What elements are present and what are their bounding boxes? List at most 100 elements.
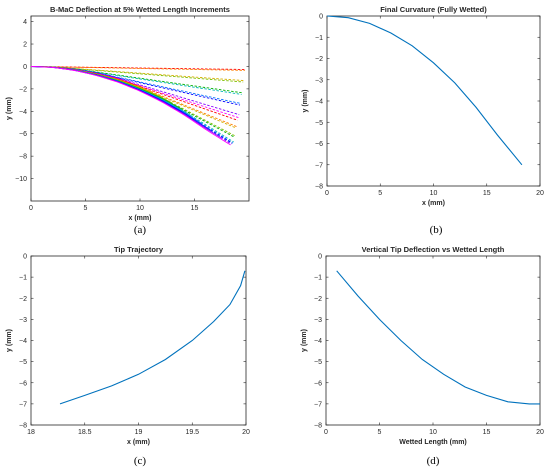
deflection-curve-free (50, 66, 245, 71)
y-tick-label: −7 (19, 401, 27, 408)
y-tick-label: −4 (314, 338, 322, 345)
x-tick-label: 5 (378, 429, 382, 436)
data-line (59, 270, 246, 405)
y-tick-label: −6 (315, 141, 323, 148)
y-tick-label: −8 (314, 423, 322, 430)
deflection-curve-free (180, 108, 235, 138)
deflection-curve-free (90, 71, 242, 95)
x-tick-label: 10 (430, 190, 438, 197)
y-tick-label: −2 (314, 296, 322, 303)
y-tick-label: −5 (19, 359, 27, 366)
deflection-curve-free (70, 67, 244, 83)
plot-frame (30, 15, 250, 202)
x-axis-label: x (mm) (129, 215, 152, 222)
x-axis-label: x (mm) (127, 439, 150, 446)
y-axis-label: y (mm) (301, 329, 308, 352)
chart-title: Final Curvature (Fully Wetted) (380, 5, 487, 14)
deflection-curve-free (100, 73, 241, 104)
x-tick-label: 10 (429, 429, 437, 436)
chart-title: Tip Trajectory (114, 245, 164, 254)
deflection-curve-free (120, 78, 240, 116)
y-tick-label: −4 (19, 338, 27, 345)
plot-frame (30, 255, 247, 426)
x-tick-label: 20 (242, 429, 250, 436)
y-tick-label: −1 (315, 35, 323, 42)
chart-panel-4: Vertical Tip Deflection vs Wetted Length… (301, 245, 544, 446)
y-tick-label: 0 (23, 254, 27, 261)
y-tick-label: −6 (19, 380, 27, 387)
y-tick-label: −10 (15, 176, 27, 183)
panel-label: (c) (134, 455, 147, 467)
deflection-curve-free (210, 129, 233, 144)
x-tick-label: 15 (483, 429, 491, 436)
x-tick-label: 10 (136, 205, 144, 212)
chart-panel-1: B-MaC Deflection at 5% Wetted Length Inc… (6, 5, 250, 222)
y-axis-label: y (mm) (302, 90, 309, 113)
y-tick-label: −2 (315, 56, 323, 63)
panel-label: (b) (430, 224, 443, 236)
y-tick-label: −2 (19, 296, 27, 303)
x-tick-label: 5 (84, 205, 88, 212)
deflection-curve-free (200, 122, 234, 144)
y-tick-label: 0 (319, 14, 323, 21)
plot-frame (325, 255, 541, 426)
y-tick-label: 0 (23, 64, 27, 71)
y-tick-label: 0 (318, 254, 322, 261)
y-tick-label: −7 (314, 401, 322, 408)
x-tick-label: 0 (29, 205, 33, 212)
y-tick-label: −6 (19, 131, 27, 138)
deflection-curve-free (220, 137, 232, 145)
y-tick-label: −8 (19, 154, 27, 161)
y-tick-label: −1 (314, 275, 322, 282)
y-tick-label: −6 (314, 380, 322, 387)
deflection-curve-free (130, 82, 239, 119)
y-tick-label: −3 (19, 317, 27, 324)
deflection-curve-free (140, 86, 238, 121)
x-tick-label: 15 (483, 190, 491, 197)
x-tick-label: 18 (27, 429, 35, 436)
x-axis-label: x (mm) (422, 200, 445, 207)
deflection-curve-free (110, 75, 241, 106)
x-tick-label: 0 (324, 429, 328, 436)
y-tick-label: 4 (23, 19, 27, 26)
deflection-curve-bent (30, 66, 231, 146)
deflection-curve-free (160, 95, 237, 129)
x-tick-label: 19 (135, 429, 143, 436)
y-tick-label: −5 (315, 120, 323, 127)
x-tick-label: 20 (536, 429, 544, 436)
y-tick-label: −3 (315, 77, 323, 84)
y-axis-label: y (mm) (6, 97, 13, 120)
deflection-curve-free (40, 66, 246, 70)
y-tick-label: −5 (314, 359, 322, 366)
deflection-curve-free (80, 69, 243, 94)
y-tick-label: −7 (315, 162, 323, 169)
x-tick-label: 20 (536, 190, 544, 197)
panel-label: (a) (134, 224, 147, 236)
deflection-curve-free (150, 90, 238, 128)
y-tick-label: −4 (19, 109, 27, 116)
y-tick-label: 2 (23, 42, 27, 49)
y-tick-label: −4 (315, 99, 323, 106)
deflection-curve-free (190, 115, 234, 143)
x-tick-label: 19.5 (185, 429, 199, 436)
y-axis-label: y (mm) (6, 329, 13, 352)
y-tick-label: −3 (314, 317, 322, 324)
data-line (326, 15, 523, 166)
panel-label: (d) (427, 455, 440, 467)
chart-panel-3: Tip Trajectory 18 18.5 19 19.5 20 0 −1 −2 −3 −4 −5 −… (6, 245, 250, 446)
y-tick-label: −8 (315, 184, 323, 191)
chart-title: Vertical Tip Deflection vs Wetted Length (362, 245, 505, 254)
x-tick-label: 15 (191, 205, 199, 212)
chart-panel-2: Final Curvature (Fully Wetted)0 5 10 15 200−… (302, 5, 544, 207)
chart-title: B-MaC Deflection at 5% Wetted Length Inc… (50, 5, 230, 14)
y-tick-label: −2 (19, 86, 27, 93)
y-tick-label: −1 (19, 275, 27, 282)
x-tick-label: 5 (378, 190, 382, 197)
plot-frame (326, 15, 541, 187)
data-line (336, 270, 540, 405)
x-axis-label: Wetted Length (mm) (399, 439, 467, 446)
x-tick-label: 0 (325, 190, 329, 197)
y-tick-label: −8 (19, 423, 27, 430)
x-tick-label: 18.5 (78, 429, 92, 436)
